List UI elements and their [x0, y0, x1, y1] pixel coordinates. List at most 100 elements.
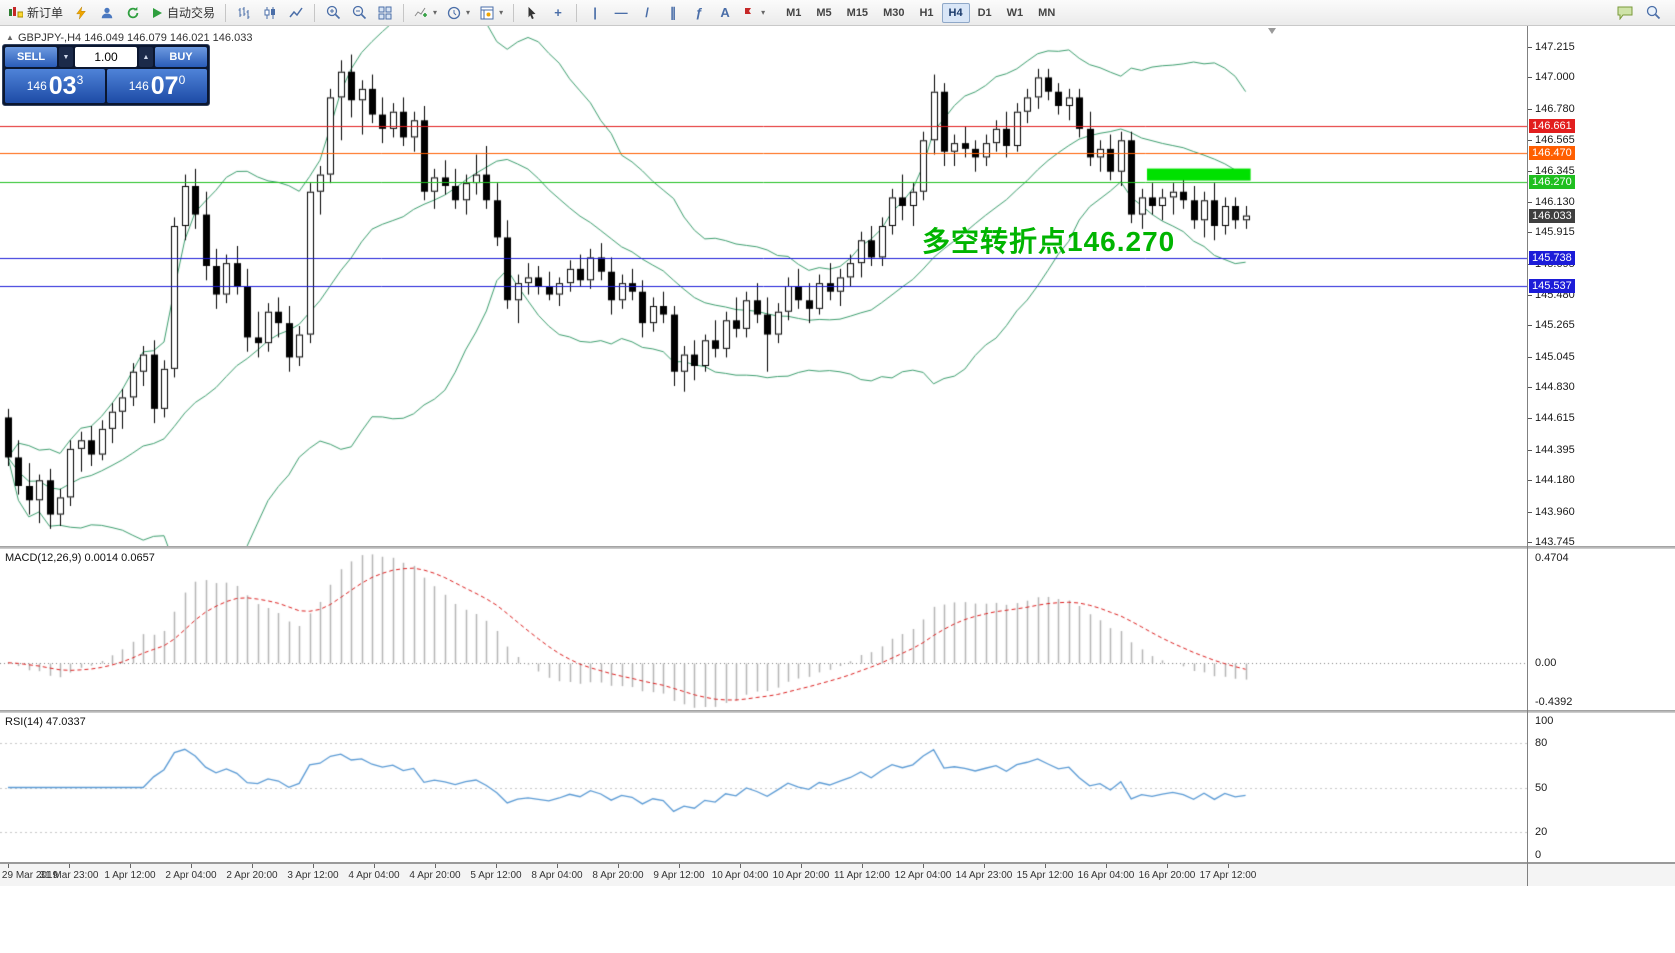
- timeframe-m30-button[interactable]: M30: [883, 6, 905, 19]
- rsi-canvas[interactable]: [0, 713, 1527, 862]
- time-axis-label: 4 Apr 20:00: [409, 870, 461, 881]
- cursor-icon: [525, 6, 539, 20]
- trendline-tool-button[interactable]: /: [635, 2, 659, 24]
- dropdown-caret-icon: ▾: [433, 8, 438, 17]
- time-axis-label: 11 Apr 12:00: [834, 870, 890, 881]
- price-axis[interactable]: 147.215 147.000 146.780 146.565 146.345 146.1…: [1528, 26, 1674, 548]
- time-axis-label: 31 Mar 23:00: [39, 870, 99, 881]
- sell-price-prefix: 146: [26, 79, 47, 93]
- time-axis-tickmark: [374, 864, 375, 868]
- vertical-line-tool-button[interactable]: |: [583, 2, 607, 24]
- price-axis-tickmark: [1528, 109, 1532, 110]
- time-axis-tickmark: [801, 864, 802, 868]
- volume-decrease-button[interactable]: ▼: [59, 47, 73, 67]
- bar-chart-button[interactable]: [232, 2, 256, 24]
- timeframe-mn-button[interactable]: MN: [1038, 6, 1056, 19]
- price-axis-tickmark: [1528, 140, 1532, 141]
- time-axis-tickmark: [557, 864, 558, 868]
- zoom-out-button[interactable]: [347, 2, 371, 24]
- panel-splitter[interactable]: [0, 546, 1675, 549]
- panel-splitter[interactable]: [0, 710, 1675, 713]
- timeframe-m15-button[interactable]: M15: [846, 6, 869, 19]
- horizontal-line-tool-button[interactable]: —: [609, 2, 633, 24]
- tile-windows-button[interactable]: [373, 2, 397, 24]
- chart-shift-marker[interactable]: [1268, 28, 1276, 34]
- time-axis-tickmark: [252, 864, 253, 868]
- profiles-button[interactable]: [95, 2, 119, 24]
- price-axis-tickmark: [1528, 325, 1532, 326]
- time-axis-label: 2 Apr 04:00: [165, 870, 217, 881]
- time-axis-label: 29 Mar 2019: [1, 870, 59, 881]
- chat-button[interactable]: [1613, 2, 1637, 24]
- text-tool-button[interactable]: A: [713, 2, 737, 24]
- price-axis-tick-label: 143.745: [1535, 536, 1575, 548]
- arrows-tool-button[interactable]: ▾: [739, 2, 769, 24]
- time-axis[interactable]: 29 Mar 2019 31 Mar 23:00 1 Apr 12:00 2 Apr …: [0, 864, 1675, 886]
- sell-button[interactable]: SELL: [5, 47, 57, 67]
- sell-price-button[interactable]: 146 03 3: [5, 69, 105, 103]
- buy-price-pipette: 0: [178, 73, 186, 87]
- time-axis-label: 4 Apr 04:00: [348, 870, 400, 881]
- buy-price-big: 07: [150, 71, 179, 100]
- time-axis-label: 15 Apr 12:00: [1016, 870, 1074, 881]
- autotrading-button[interactable]: 自动交易: [147, 2, 219, 24]
- buy-price-button[interactable]: 146 07 0: [107, 69, 207, 103]
- timeframe-m1-button[interactable]: M1: [786, 6, 802, 19]
- timeframe-w1-button[interactable]: W1: [1006, 6, 1024, 19]
- bar-chart-icon: [237, 6, 251, 20]
- cursor-tool-button[interactable]: [520, 2, 544, 24]
- periods-button[interactable]: ▾: [443, 2, 474, 24]
- new-order-button[interactable]: 新订单: [4, 2, 67, 24]
- macd-axis-label: 0.00: [1535, 657, 1557, 669]
- volume-field[interactable]: 1.00: [75, 47, 137, 67]
- time-axis-label: 10 Apr 04:00: [711, 870, 769, 881]
- macd-axis[interactable]: 0.4704 0.00 -0.4392: [1528, 549, 1674, 710]
- channel-tool-button[interactable]: ∥: [661, 2, 685, 24]
- price-axis-tickmark: [1528, 512, 1532, 513]
- fibonacci-tool-button[interactable]: ƒ: [687, 2, 711, 24]
- refresh-button[interactable]: [121, 2, 145, 24]
- rsi-axis-label: 20: [1535, 826, 1548, 838]
- time-axis-tickmark: [923, 864, 924, 868]
- time-axis-tickmark: [1228, 864, 1229, 868]
- line-chart-button[interactable]: [284, 2, 308, 24]
- new-order-icon: [8, 6, 23, 20]
- indicators-icon: [414, 6, 428, 20]
- zoom-in-button[interactable]: [321, 2, 345, 24]
- crosshair-icon: +: [554, 5, 562, 20]
- time-axis-label: 16 Apr 20:00: [1138, 870, 1196, 881]
- timeframe-d1-button[interactable]: D1: [977, 6, 992, 19]
- timeframe-m5-button[interactable]: M5: [816, 6, 832, 19]
- timeframe-h4-button[interactable]: H4: [941, 2, 970, 23]
- macd-canvas[interactable]: [0, 549, 1527, 710]
- search-button[interactable]: [1641, 2, 1665, 24]
- zoom-out-icon: [352, 5, 367, 20]
- time-axis-label: 14 Apr 23:00: [955, 870, 1013, 881]
- templates-button[interactable]: ▾: [476, 2, 507, 24]
- timeframe-h1-button[interactable]: H1: [919, 6, 934, 19]
- time-axis-label: 3 Apr 12:00: [287, 870, 339, 881]
- rsi-axis-label: 50: [1535, 782, 1548, 794]
- expert-advisors-button[interactable]: [69, 2, 93, 24]
- price-axis-tick-label: 143.960: [1535, 506, 1575, 518]
- buy-button[interactable]: BUY: [155, 47, 207, 67]
- price-axis-tick-label: 146.345: [1535, 165, 1575, 177]
- time-axis-tickmark: [435, 864, 436, 868]
- price-chart-canvas[interactable]: [0, 26, 1527, 546]
- indicators-button[interactable]: ▾: [410, 2, 441, 24]
- price-axis-tickmark: [1528, 418, 1532, 419]
- rsi-label: RSI(14) 47.0337: [5, 716, 86, 728]
- time-axis-label: 17 Apr 12:00: [1199, 870, 1257, 881]
- price-axis-tick-label: 144.830: [1535, 381, 1575, 393]
- time-axis-label: 8 Apr 20:00: [592, 870, 644, 881]
- hline-price-tag: 146.470: [1529, 146, 1575, 160]
- crosshair-tool-button[interactable]: +: [546, 2, 570, 24]
- volume-increase-button[interactable]: ▲: [139, 47, 153, 67]
- rsi-axis[interactable]: 100 80 50 20 0: [1528, 713, 1674, 862]
- trade-panel-collapse-icon[interactable]: ▲: [6, 33, 14, 42]
- line-chart-icon: [289, 6, 303, 20]
- candlestick-chart-button[interactable]: [258, 2, 282, 24]
- hline-price-tag: 145.537: [1529, 279, 1575, 293]
- panel-splitter[interactable]: [0, 862, 1675, 864]
- dropdown-caret-icon: ▾: [499, 8, 504, 17]
